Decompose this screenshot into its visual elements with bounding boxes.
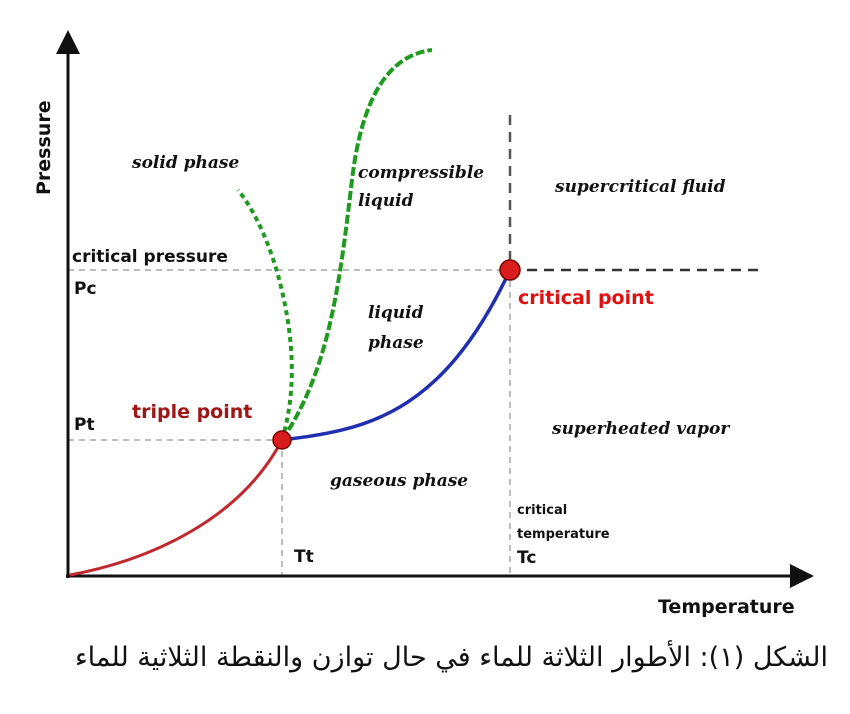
- critical-temperature-label-1: critical: [517, 503, 567, 518]
- y-axis-label: Pressure: [33, 100, 55, 195]
- sublimation-curve: [69, 439, 284, 577]
- critical-point-label: critical point: [518, 287, 654, 309]
- gaseous-phase-label: gaseous phase: [330, 471, 468, 491]
- critical-temperature-label-2: temperature: [517, 527, 610, 542]
- liquid-phase-label-1: liquid: [368, 303, 424, 323]
- triple-point-label: triple point: [132, 401, 252, 423]
- pc-label: Pc: [74, 279, 97, 299]
- tc-label: Tc: [517, 548, 536, 568]
- melting-curve-normal: [280, 48, 433, 442]
- x-axis-label: Temperature: [658, 596, 795, 618]
- liquid-phase-label-2: phase: [368, 333, 424, 353]
- compressible-liquid-label-1: compressible: [358, 163, 484, 183]
- critical-point-marker: [499, 259, 521, 281]
- pt-label: Pt: [74, 415, 95, 435]
- tt-label: Tt: [294, 547, 314, 567]
- compressible-liquid-label-2: liquid: [358, 191, 414, 211]
- vaporization-curve: [281, 269, 512, 442]
- melting-curve-anomalous: [236, 188, 294, 441]
- solid-phase-label: solid phase: [131, 153, 239, 173]
- superheated-vapor-label: superheated vapor: [551, 419, 730, 439]
- supercritical-fluid-label: supercritical fluid: [554, 177, 726, 197]
- figure-caption: الشكل (١): الأطوار الثلاثة للماء في حال …: [74, 642, 828, 673]
- critical-pressure-label: critical pressure: [72, 247, 228, 267]
- triple-point-marker: [272, 430, 292, 450]
